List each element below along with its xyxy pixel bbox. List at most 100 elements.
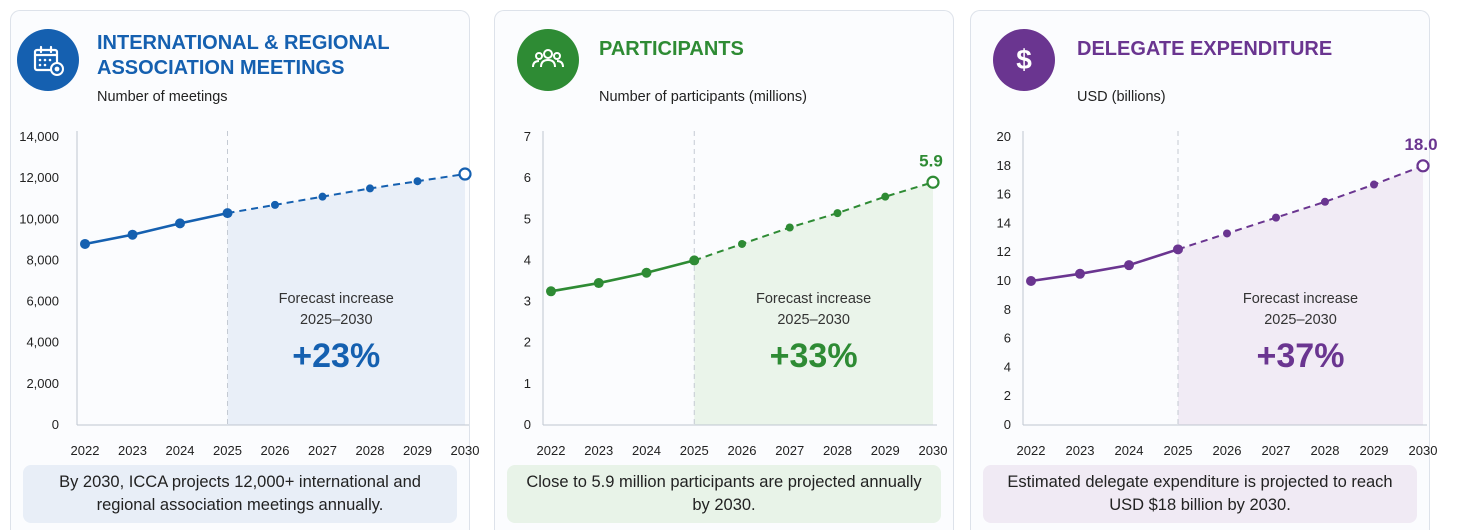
data-point <box>641 267 652 278</box>
forecast-percentage: +37% <box>1257 337 1345 375</box>
y-tick-label: 14 <box>997 215 1011 230</box>
panel-title: INTERNATIONAL & REGIONAL ASSOCIATION MEE… <box>97 32 390 79</box>
panel-subtitle: USD (billions) <box>1077 89 1166 105</box>
y-tick-label: 18 <box>997 158 1011 173</box>
panel-subtitle: Number of participants (millions) <box>599 89 807 105</box>
participants-panel: PARTICIPANTS Number of participants (mil… <box>494 10 954 530</box>
forecast-area <box>1178 165 1423 426</box>
x-tick-label: 2027 <box>775 443 804 458</box>
y-tick-label: 3 <box>524 294 531 309</box>
y-tick-label: 6 <box>524 170 531 185</box>
y-tick-label: 2 <box>1004 388 1011 403</box>
y-tick-label: 6 <box>1004 331 1011 346</box>
x-tick-label: 2030 <box>1409 443 1438 458</box>
forecast-line <box>227 173 466 215</box>
y-tick-label: 12 <box>997 244 1011 259</box>
x-tick-label: 2023 <box>584 443 613 458</box>
data-point <box>546 286 556 297</box>
x-tick-label: 2026 <box>261 443 290 458</box>
x-tick-label: 2029 <box>403 443 432 458</box>
y-tick-label: 4 <box>524 252 531 267</box>
x-tick-label: 2028 <box>1311 443 1340 458</box>
data-point-final <box>1416 159 1430 173</box>
x-tick-label: 2024 <box>1115 443 1144 458</box>
x-tick-label: 2028 <box>356 443 385 458</box>
y-tick-label: 4 <box>1004 359 1011 374</box>
forecast-area <box>694 182 933 425</box>
data-point <box>413 177 422 186</box>
data-point-final <box>926 175 940 189</box>
data-point <box>593 278 604 289</box>
y-tick-label: 5 <box>524 211 531 226</box>
y-tick-label: 2 <box>524 335 531 350</box>
participants-line-chart: 0 1 2 3 4 5 6 7 2022 2023 2024 2025 2026 2027 2028 2029… <box>524 129 948 458</box>
meetings-chart: 0 2,000 4,000 6,000 8,000 10,000 12,000 14,000 2… <box>11 111 479 461</box>
y-tick-label: 2,000 <box>26 376 59 391</box>
x-tick-label: 2024 <box>166 443 195 458</box>
expenditure-line-chart: 0 2 4 6 8 10 12 14 16 18 20 2022 2023 2024 2025 2026 202… <box>997 129 1438 458</box>
forecast-label: Forecast increase <box>279 291 394 307</box>
panel-title: PARTICIPANTS <box>599 38 744 60</box>
x-tick-label: 2030 <box>919 443 948 458</box>
forecast-percentage: +33% <box>770 337 858 375</box>
forecast-period: 2025–2030 <box>300 312 373 328</box>
x-tick-label: 2022 <box>1017 443 1046 458</box>
y-tick-label: 14,000 <box>19 129 59 144</box>
data-point <box>271 200 279 209</box>
data-point <box>127 229 138 240</box>
meetings-line-chart: 0 2,000 4,000 6,000 8,000 10,000 12,000 14,000 2… <box>19 129 479 458</box>
x-tick-label: 2022 <box>71 443 100 458</box>
x-tick-label: 2026 <box>1213 443 1242 458</box>
y-tick-label: 7 <box>524 129 531 144</box>
y-tick-label: 12,000 <box>19 170 59 185</box>
end-value-label: 5.9 <box>919 151 943 170</box>
data-point <box>1223 229 1231 238</box>
y-tick-label: 1 <box>524 376 531 391</box>
panel-note: By 2030, ICCA projects 12,000+ internati… <box>23 465 457 523</box>
y-tick-label: 0 <box>52 417 59 432</box>
x-tick-label: 2029 <box>1360 443 1389 458</box>
data-point <box>833 209 842 218</box>
forecast-area <box>227 174 465 425</box>
data-point <box>222 208 233 219</box>
forecast-period: 2025–2030 <box>777 312 850 328</box>
y-tick-label: 10,000 <box>19 211 59 226</box>
y-tick-label: 6,000 <box>26 294 59 309</box>
forecast-percentage: +23% <box>292 337 380 375</box>
actual-line <box>84 211 228 246</box>
data-point <box>1321 197 1329 206</box>
panel-note: Close to 5.9 million participants are pr… <box>507 465 941 523</box>
actual-line <box>1030 248 1179 283</box>
end-value-label: 18.0 <box>1404 135 1437 154</box>
dollar-icon: $ <box>993 29 1055 91</box>
x-tick-label: 2027 <box>1262 443 1291 458</box>
forecast-period: 2025–2030 <box>1264 312 1337 328</box>
forecast-label: Forecast increase <box>1243 291 1358 307</box>
x-tick-label: 2025 <box>680 443 709 458</box>
data-point <box>366 184 374 193</box>
data-point-final <box>458 167 472 181</box>
data-point <box>175 218 185 229</box>
forecast-line <box>1177 164 1424 251</box>
x-tick-label: 2029 <box>871 443 900 458</box>
panel-note: Estimated delegate expenditure is projec… <box>983 465 1417 523</box>
participants-chart: 0 1 2 3 4 5 6 7 2022 2023 2024 2025 2026 2027 2028 2029… <box>495 111 955 461</box>
data-point <box>1026 276 1036 286</box>
forecast-label: Forecast increase <box>756 291 871 307</box>
x-tick-label: 2026 <box>728 443 757 458</box>
y-tick-label: 8,000 <box>26 252 59 267</box>
data-point <box>318 192 327 201</box>
panel-subtitle: Number of meetings <box>97 89 228 105</box>
data-point <box>881 192 890 201</box>
data-point <box>785 223 794 232</box>
x-tick-label: 2022 <box>537 443 566 458</box>
people-icon <box>517 29 579 91</box>
x-tick-label: 2025 <box>213 443 242 458</box>
x-tick-label: 2027 <box>308 443 337 458</box>
y-tick-label: 16 <box>997 187 1011 202</box>
data-point <box>1075 268 1085 279</box>
data-point <box>1173 244 1183 255</box>
y-tick-label: 10 <box>997 273 1011 288</box>
data-point <box>689 255 700 266</box>
